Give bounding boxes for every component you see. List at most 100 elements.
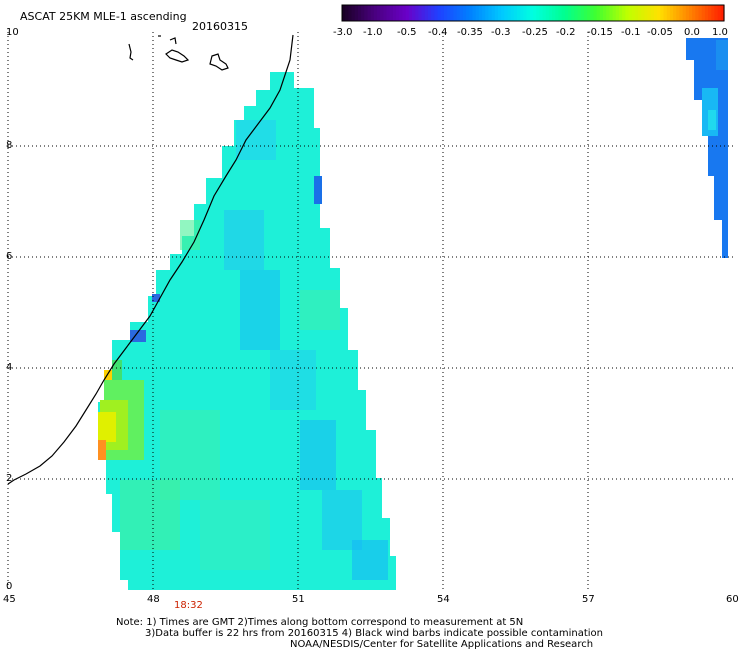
grid <box>8 32 733 590</box>
colorbar-segment <box>558 5 563 21</box>
time-label: 18:32 <box>174 600 203 611</box>
colorbar-segment <box>660 5 665 21</box>
colorbar-segment <box>431 5 435 21</box>
x-tick-label: 57 <box>582 594 595 605</box>
field-cell <box>180 220 200 250</box>
colorbar-segment <box>711 5 716 21</box>
y-tick-label: 0 <box>6 581 13 592</box>
field-cell <box>300 290 340 330</box>
field-cell <box>200 500 270 570</box>
colorbar-segment <box>561 5 566 21</box>
colorbar-segment <box>367 5 372 21</box>
colorbar-segment <box>424 5 429 21</box>
field-cell <box>224 210 264 270</box>
colorbar-segment <box>392 5 397 21</box>
colorbar-segment <box>370 5 375 21</box>
colorbar-segment <box>383 5 388 21</box>
y-tick-label: 10 <box>6 27 19 38</box>
colorbar-segment <box>408 5 413 21</box>
colorbar-segment <box>373 5 378 21</box>
field-cell <box>152 294 160 302</box>
colorbar-segment <box>644 5 649 21</box>
colorbar-segment <box>641 5 646 21</box>
colorbar-segment <box>421 5 426 21</box>
colorbar-segment <box>657 5 661 21</box>
colorbar-segment <box>590 5 595 21</box>
colorbar-tick: 0.0 <box>684 27 700 38</box>
colorbar-segment <box>361 5 365 21</box>
colorbar-border <box>341 4 725 22</box>
colorbar <box>341 4 725 22</box>
colorbar-segment <box>593 5 598 21</box>
colorbar-segment <box>679 5 684 21</box>
colorbar-segment <box>625 5 630 21</box>
colorbar-segment <box>497 5 502 21</box>
colorbar-segment <box>609 5 614 21</box>
colorbar-segment <box>628 5 633 21</box>
y-tick-label: 2 <box>6 473 13 484</box>
colorbar-tick: -0.35 <box>457 27 483 38</box>
colorbar-segment <box>571 5 575 21</box>
colorbar-segment <box>453 5 458 21</box>
colorbar-segment <box>456 5 461 21</box>
colorbar-segment <box>504 5 509 21</box>
colorbar-tick: -0.4 <box>428 27 448 38</box>
field-cell <box>352 540 388 580</box>
colorbar-segment <box>351 5 356 21</box>
colorbar-segment <box>622 5 626 21</box>
colorbar-segment <box>440 5 445 21</box>
colorbar-segment <box>345 5 349 21</box>
colorbar-segment <box>545 5 550 21</box>
colorbar-segment <box>574 5 579 21</box>
colorbar-segment <box>615 5 620 21</box>
colorbar-segment <box>638 5 642 21</box>
field-cell <box>716 40 728 70</box>
colorbar-segment <box>466 5 470 21</box>
colorbar-segment <box>653 5 658 21</box>
colorbar-segment <box>462 5 467 21</box>
colorbar-tick: 1.0 <box>712 27 728 38</box>
colorbar-segment <box>412 5 416 21</box>
colorbar-segment <box>612 5 617 21</box>
colorbar-segment <box>475 5 480 21</box>
date-label: 20160315 <box>192 20 248 33</box>
x-tick-label: 54 <box>437 594 450 605</box>
colorbar-segment <box>669 5 674 21</box>
colorbar-segment <box>501 5 505 21</box>
colorbar-segment <box>513 5 518 21</box>
colorbar-segment <box>596 5 601 21</box>
colorbar-segment <box>539 5 544 21</box>
note-line-1: Note: 1) Times are GMT 2)Times along bot… <box>116 617 524 628</box>
field-cell <box>130 330 146 342</box>
colorbar-segment <box>437 5 442 21</box>
colorbar-segment <box>555 5 560 21</box>
colorbar-segment <box>606 5 610 21</box>
swath-right <box>686 38 728 258</box>
colorbar-segment <box>568 5 572 21</box>
field-cell <box>240 270 280 350</box>
coastline <box>7 34 294 485</box>
colorbar-segment <box>714 5 719 21</box>
colorbar-segment <box>603 5 607 21</box>
colorbar-segment <box>450 5 455 21</box>
colorbar-segment <box>634 5 639 21</box>
colorbar-segment <box>599 5 604 21</box>
field-cell <box>104 370 112 380</box>
colorbar-segment <box>478 5 483 21</box>
colorbar-segment <box>533 5 537 21</box>
field-cell <box>120 480 180 550</box>
x-tick-label: 48 <box>147 594 160 605</box>
colorbar-segment <box>692 5 696 21</box>
colorbar-segment <box>494 5 499 21</box>
colorbar-segment <box>698 5 703 21</box>
colorbar-segment <box>631 5 636 21</box>
colorbar-tick: -0.15 <box>587 27 613 38</box>
colorbar-segment <box>587 5 591 21</box>
field-cell <box>314 176 322 204</box>
colorbar-segment <box>650 5 655 21</box>
colorbar-tick: -3.0 <box>333 27 353 38</box>
colorbar-segment <box>542 5 547 21</box>
field-cell <box>708 110 716 130</box>
colorbar-segment <box>520 5 525 21</box>
